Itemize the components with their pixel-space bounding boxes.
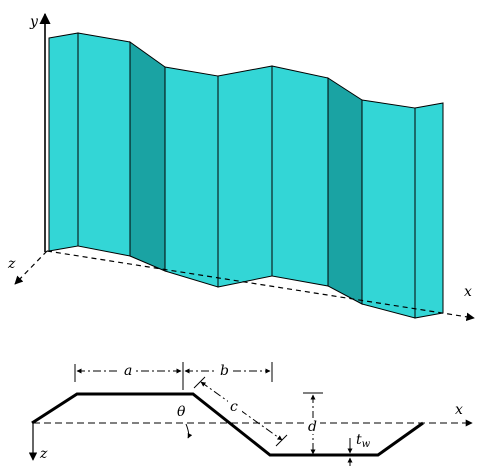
plate-panel bbox=[129, 41, 166, 272]
thickness-label-sub: w bbox=[362, 439, 371, 450]
z-axis-label: z bbox=[7, 256, 16, 272]
plate-panel bbox=[217, 65, 273, 288]
plate-panel bbox=[271, 65, 329, 287]
thickness-label: tw bbox=[356, 432, 371, 450]
dim-c-tick-bottom bbox=[275, 434, 288, 447]
dim-d-label: d bbox=[308, 419, 317, 435]
x-axis bbox=[46, 250, 475, 321]
plate-panel bbox=[77, 32, 131, 257]
y-axis-label: y bbox=[29, 14, 39, 30]
thickness-label-main: t bbox=[356, 432, 362, 448]
plate-panel bbox=[327, 77, 363, 305]
angle-theta-arc bbox=[185, 423, 193, 439]
z-axis bbox=[14, 250, 48, 285]
dim-c-label: c bbox=[230, 399, 238, 415]
plate-panel bbox=[414, 102, 444, 319]
dim-b-label: b bbox=[220, 363, 229, 379]
dim-a-label: a bbox=[124, 363, 132, 379]
cross-section: x z a b c θ d tw bbox=[28, 362, 473, 466]
dim-c-tick-top bbox=[193, 376, 206, 389]
plate-panel bbox=[361, 99, 416, 319]
plate-panel bbox=[48, 32, 79, 252]
x-axis-label: x bbox=[464, 284, 472, 300]
plate-panel bbox=[164, 66, 219, 288]
axes-3d: y z x bbox=[7, 12, 475, 321]
angle-theta-label: θ bbox=[177, 404, 186, 420]
section-x-label: x bbox=[455, 402, 463, 418]
corrugated-plate-3d bbox=[48, 32, 444, 319]
section-z-label: z bbox=[39, 446, 48, 462]
